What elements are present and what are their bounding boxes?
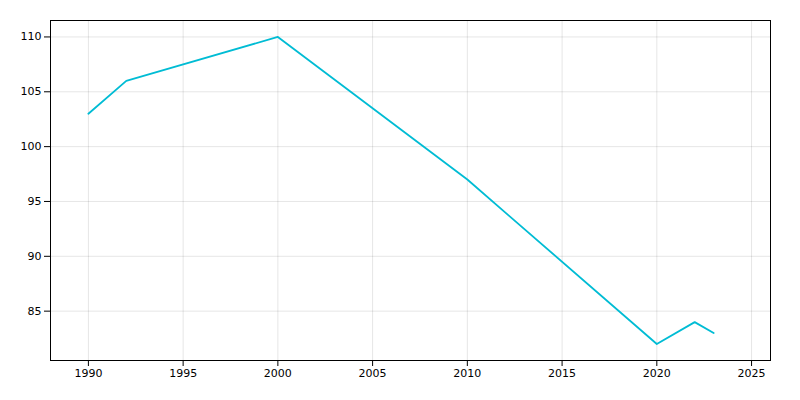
svg-text:1995: 1995 (169, 367, 197, 380)
svg-text:85: 85 (28, 305, 42, 318)
svg-text:105: 105 (21, 85, 42, 98)
svg-text:1990: 1990 (74, 367, 102, 380)
svg-text:2000: 2000 (264, 367, 292, 380)
svg-text:2010: 2010 (453, 367, 481, 380)
svg-text:2015: 2015 (548, 367, 576, 380)
svg-text:100: 100 (21, 140, 42, 153)
svg-text:2020: 2020 (643, 367, 671, 380)
svg-text:95: 95 (28, 195, 42, 208)
svg-text:110: 110 (21, 30, 42, 43)
svg-text:2005: 2005 (359, 367, 387, 380)
svg-text:90: 90 (28, 250, 42, 263)
svg-text:2025: 2025 (738, 367, 766, 380)
